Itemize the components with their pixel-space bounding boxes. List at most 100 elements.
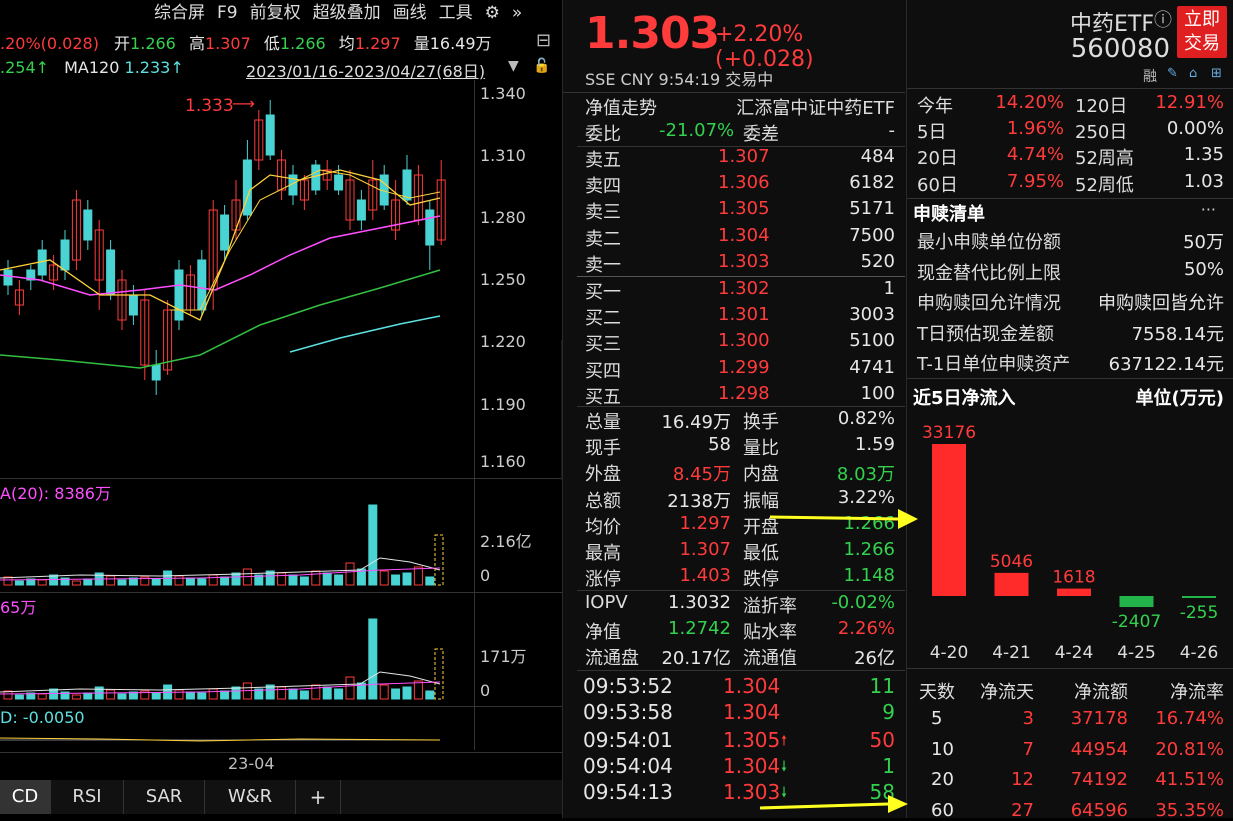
tab-macd[interactable]: CD	[0, 780, 51, 814]
toolbar-overlay[interactable]: 超级叠加	[312, 3, 381, 23]
volume-bar	[71, 694, 81, 700]
volume-bar	[402, 686, 412, 700]
add-tab-button[interactable]: +	[296, 780, 341, 814]
book-price[interactable]: 1.298	[718, 382, 770, 404]
ma-row: .254↑ MA120 1.233↑	[0, 58, 184, 77]
stat-value: 1.59	[854, 434, 895, 456]
book-price[interactable]: 1.307	[718, 146, 770, 167]
volume-bar	[128, 691, 138, 700]
candle-body	[49, 264, 59, 281]
volume-bar	[117, 579, 127, 586]
layout-icon[interactable]: ⊟	[536, 30, 552, 51]
plus-icon[interactable]: ⊞	[1211, 66, 1222, 81]
tab-rsi[interactable]: RSI	[51, 780, 124, 814]
divider	[0, 592, 562, 593]
macd-label: D: -0.0050	[0, 708, 85, 727]
book-volume: 3003	[849, 304, 895, 326]
home-icon[interactable]: ⌂	[1189, 66, 1198, 81]
stat-value: 8.45万	[672, 464, 731, 486]
perf-value: 7.95%	[1006, 170, 1064, 192]
candlestick-chart[interactable]	[0, 80, 474, 480]
book-level-label: 卖五	[585, 150, 621, 171]
price-axis-label: 1.250	[480, 270, 526, 289]
stat-label: 换手	[743, 412, 779, 433]
candle-body	[151, 364, 161, 381]
volume-chart[interactable]	[0, 500, 474, 590]
toolbar-composite[interactable]: 综合屏	[154, 3, 205, 23]
stat-label: 振幅	[743, 490, 779, 512]
toolbar-adjust[interactable]: 前复权	[249, 3, 301, 23]
volume-bar	[277, 686, 287, 700]
more-icon[interactable]: ···	[1200, 200, 1216, 219]
volume-bar	[345, 562, 355, 586]
volume-bar	[334, 574, 344, 586]
price-axis-label: 1.190	[480, 395, 526, 414]
book-price[interactable]: 1.301	[718, 304, 770, 326]
volume-bar	[220, 576, 230, 586]
volume-bar	[71, 580, 81, 586]
book-price[interactable]: 1.306	[718, 172, 770, 194]
volume-bar	[265, 684, 275, 700]
inflow-bar	[1057, 588, 1091, 596]
perf-label: 20日	[917, 148, 958, 170]
weicha-value: -	[888, 120, 896, 141]
table-header: 天数	[919, 682, 955, 703]
amount-chart[interactable]	[0, 614, 474, 704]
subscription-title: 申赎清单	[913, 204, 985, 225]
gear-icon[interactable]: ⚙	[484, 3, 500, 23]
toolbar-draw[interactable]: 画线	[392, 3, 427, 23]
volume-bar	[391, 688, 401, 700]
book-level-label: 买一	[585, 282, 621, 303]
trade-now-button[interactable]: 立即 交易	[1177, 6, 1227, 58]
flow-title: 近5日净流入	[913, 388, 1016, 409]
triangle-down-icon[interactable]: ▼	[508, 58, 519, 74]
volume-axis-label: 0	[480, 566, 491, 585]
nav-trend-link[interactable]: 净值走势	[585, 98, 657, 119]
info-icon[interactable]: ⓘ	[1154, 10, 1172, 31]
stat-value: 1.148	[843, 565, 895, 587]
volume-bar	[174, 575, 184, 586]
arrow-down-icon: 🠗	[781, 785, 788, 801]
volume-ma-label: A(20): 8386万	[0, 484, 111, 503]
candle-body	[265, 114, 275, 156]
table-header: 净流率	[1170, 682, 1224, 703]
double-chevron-icon[interactable]: »	[511, 3, 523, 23]
lock-icon[interactable]: 🔓	[533, 58, 551, 74]
book-price[interactable]: 1.304	[718, 224, 770, 246]
candle-body	[128, 294, 138, 316]
stat-label: 开盘	[743, 516, 779, 538]
book-price[interactable]: 1.305	[718, 198, 770, 220]
perf-value: 14.20%	[995, 92, 1064, 113]
volume-bar	[60, 691, 70, 700]
volume-bar	[83, 578, 93, 586]
stat-value: 1.307	[679, 539, 731, 560]
volume-bar	[3, 690, 13, 700]
perf-value: 1.35	[1183, 144, 1224, 166]
amount-axis-label: 0	[480, 681, 491, 700]
book-price[interactable]: 1.300	[718, 330, 770, 352]
chart-toolbar: 综合屏 F9 前复权 超级叠加 画线 工具 ⚙ »	[148, 0, 528, 26]
book-price[interactable]: 1.299	[718, 356, 770, 378]
volume-bar	[185, 577, 195, 586]
macd-chart[interactable]	[0, 728, 474, 752]
candle-body	[83, 209, 93, 241]
toolbar-tools[interactable]: 工具	[438, 3, 473, 23]
tab-wr[interactable]: W&R	[205, 780, 296, 814]
tick-volume: 50	[869, 728, 895, 752]
kline-panel[interactable]: 综合屏 F9 前复权 超级叠加 画线 工具 ⚙ » .20%(0.028) 开1…	[0, 0, 562, 818]
perf-label: 120日	[1075, 96, 1128, 117]
flow-unit: 单位(万元)	[1135, 388, 1224, 409]
volume-bar	[197, 692, 207, 700]
date-range[interactable]: 2023/01/16-2023/04/27(68日)	[246, 62, 486, 81]
toolbar-f9[interactable]: F9	[217, 3, 238, 23]
edit-icon[interactable]: ✎	[1167, 66, 1178, 81]
volume-bar	[106, 575, 116, 586]
table-cell-days-in: 12	[1011, 769, 1034, 790]
candle-body	[14, 289, 24, 306]
book-price[interactable]: 1.302	[718, 278, 770, 299]
tab-sar[interactable]: SAR	[124, 780, 205, 814]
book-price[interactable]: 1.303	[718, 250, 770, 272]
stat-label: 外盘	[585, 464, 621, 486]
tick-price: 1.303	[723, 780, 781, 804]
volume-bar	[402, 572, 412, 586]
